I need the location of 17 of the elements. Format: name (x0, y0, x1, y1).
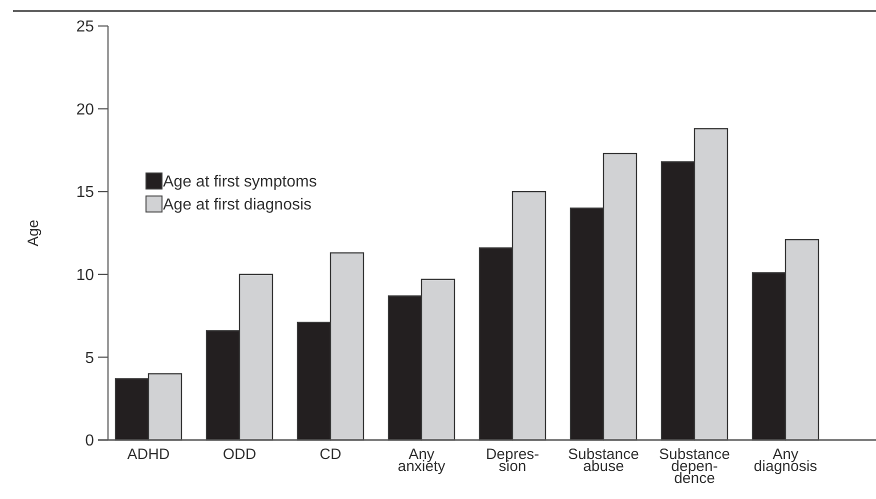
x-tick-label: Substance depen- dence (659, 446, 730, 487)
x-tick-label: Any anxiety (398, 446, 446, 475)
x-tick-label: CD (320, 446, 342, 463)
x-tick-label: Any diagnosis (754, 446, 818, 475)
y-tick-label: 15 (76, 184, 94, 202)
y-tick-label: 10 (76, 267, 94, 284)
y-tick-label: 5 (85, 350, 94, 367)
legend-label: Age at first diagnosis (163, 196, 312, 214)
x-tick-label: ADHD (127, 446, 170, 463)
x-tick-label: ODD (222, 446, 256, 463)
y-tick-label: 0 (85, 432, 94, 450)
x-tick-label: Substance abuse (568, 446, 639, 475)
y-tick-label: 20 (76, 101, 94, 118)
y-axis-title: Age (25, 220, 42, 246)
y-tick-label: 25 (76, 18, 94, 36)
legend-label: Age at first symptoms (163, 174, 317, 191)
x-tick-label: Depres- sion (486, 446, 540, 475)
